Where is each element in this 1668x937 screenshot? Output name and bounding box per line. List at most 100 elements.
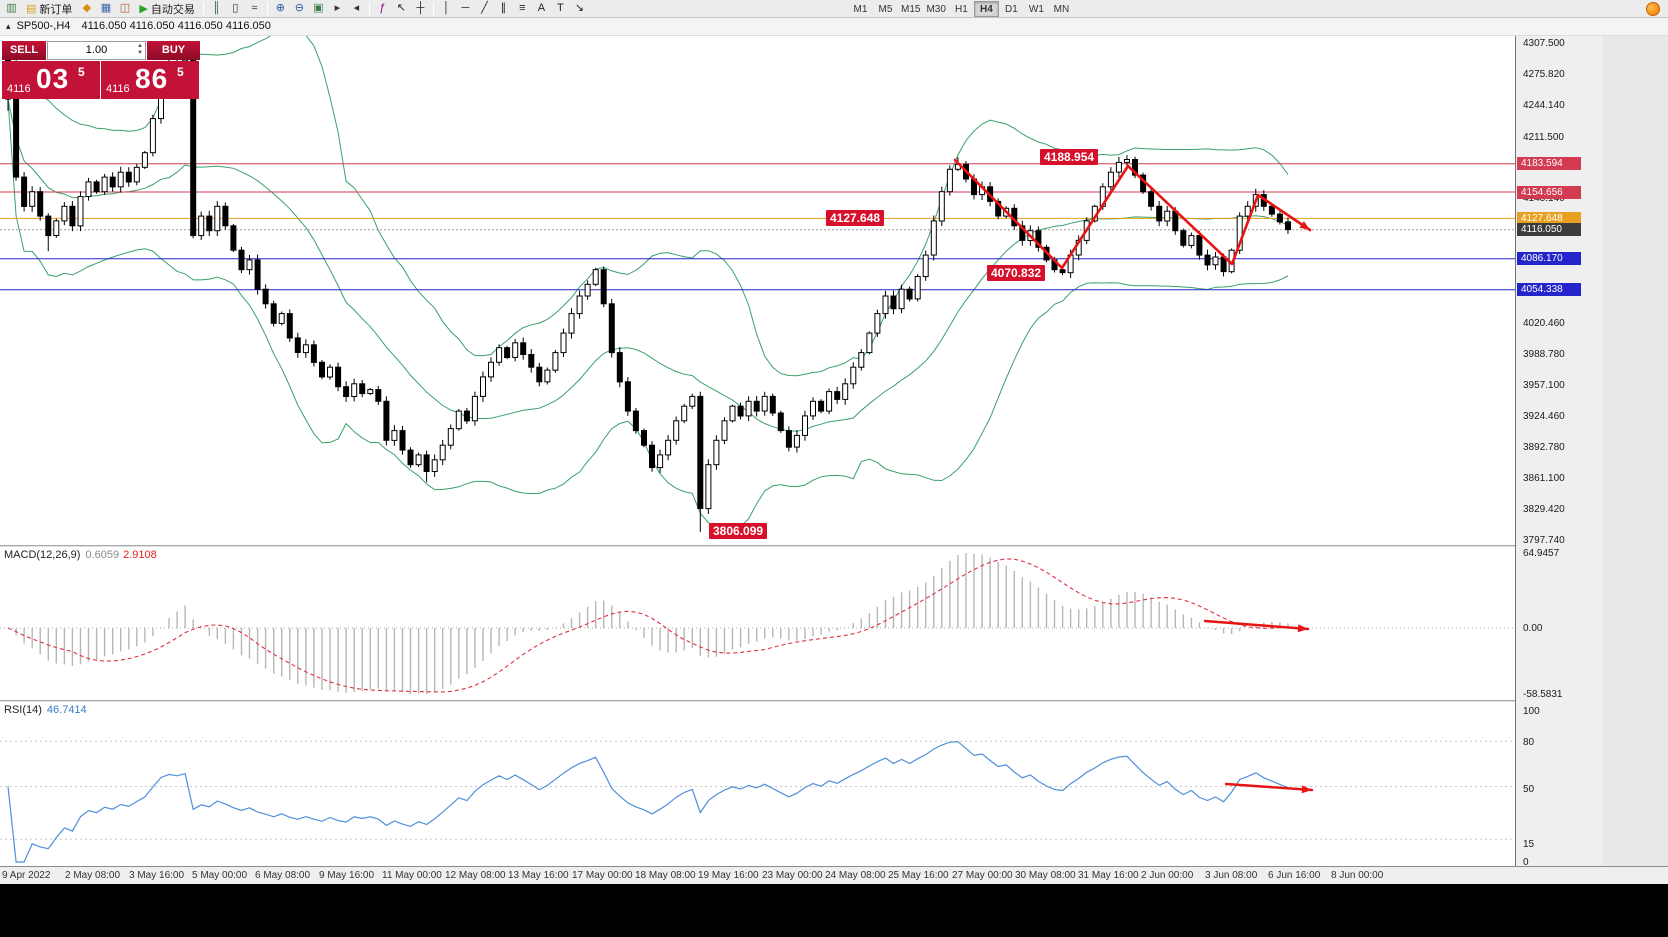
candle-body [141,152,148,168]
panel-divider[interactable] [0,700,1602,702]
toolbar-separator [202,2,204,15]
volume-value[interactable]: 1.00 [85,44,108,56]
candle-body [898,288,905,310]
trendline-icon[interactable]: ╱ [481,2,488,14]
vertical-line-icon[interactable]: │ [442,2,450,14]
timeframe-button-m15[interactable]: M15 [901,4,921,15]
timeframe-button-m1[interactable]: M1 [853,4,868,15]
auto-scroll-icon[interactable]: ▸ [334,2,341,14]
candle-body [133,166,140,183]
timeframe-button-m5[interactable]: M5 [878,4,893,15]
arrow-tool-icon[interactable]: ↘ [574,2,584,14]
candle-body [375,389,382,402]
time-axis-label: 5 May 00:00 [192,870,248,881]
macd-signal-line [7,558,1289,693]
auto-trading-button[interactable]: ▶ 自动交易 [134,1,199,17]
volume-stepper[interactable]: ▲ ▼ [137,43,143,56]
market-watch-icon[interactable]: ▦ [100,2,112,14]
horizontal-line-icon[interactable]: ─ [461,2,470,14]
macd-scale-label: 64.9457 [1523,548,1560,559]
text-label-icon[interactable]: T [557,2,564,14]
bid-price-box[interactable]: 4116 03 5 [2,61,100,99]
candle-body [101,176,108,193]
panel-divider[interactable] [0,545,1602,547]
buy-button[interactable]: BUY [147,41,200,60]
time-axis-label: 6 May 08:00 [255,870,311,881]
main-chart-panel[interactable]: 4188.954 4127.648 4070.832 3806.099 SELL 1.… [0,36,1515,545]
candles-mode-icon[interactable]: ▯ [232,2,239,14]
sell-button[interactable]: SELL [2,41,46,60]
candle-body [608,303,615,354]
chart-profiles-icon[interactable]: ◆ [82,2,92,14]
tile-windows-icon[interactable]: ▣ [313,2,324,14]
candle-body [206,215,213,232]
rsi-scale-label: 0 [1523,857,1529,868]
new-order-button[interactable]: ▤ 新订单 [21,1,77,17]
macd-chart-svg[interactable] [0,547,1515,700]
price-scale[interactable]: 4307.5004275.8204244.1404211.5004148.140… [1515,18,1602,868]
rsi-line [7,740,1289,863]
one-click-trading-panel: SELL 1.00 ▲ ▼ BUY 4116 03 5 4116 86 5 [2,41,200,99]
timeframe-button-h4[interactable]: H4 [973,1,999,17]
bars-mode-icon[interactable]: ║ [212,2,221,14]
candle-body [649,444,655,469]
time-axis-label: 8 Jun 00:00 [1331,870,1384,881]
notification-icon[interactable] [1646,2,1660,16]
candle-body [463,410,470,422]
time-axis[interactable]: 9 Apr 2022 2 May 08:00 3 May 16:00 5 May 00… [0,866,1668,884]
chart-shift-icon[interactable]: ◂ [353,2,360,14]
timeframe-button-w1[interactable]: W1 [1028,4,1044,15]
price-scale-label: 4307.500 [1523,38,1565,49]
channel-icon[interactable]: ∥ [500,2,507,14]
rsi-chart-svg[interactable] [0,702,1515,866]
toolbar-items: ▥ ▤ 新订单 ◆ ▦ ◫ ▶ 自动交易 ║ ▯ ≈ ⊕ ⊖ ▣ ▸ ◂ ƒ ↖ ┼ │ ─ ╱ ∥ ≡ A T ↘ [2,0,589,18]
time-axis-label: 9 Apr 2022 [2,870,51,881]
line-mode-icon[interactable]: ≈ [251,2,258,14]
candle-body [246,259,253,271]
toolbar-separator [266,2,268,15]
auto-trading-button-label: 自动交易 [150,3,195,16]
candle-body [882,295,889,315]
candle-body [576,295,583,315]
candle-body [367,389,374,395]
terminal-icon[interactable]: ◫ [119,2,131,14]
price-tag: 4054.338 [1517,283,1581,296]
timeframe-button-d1[interactable]: D1 [1005,4,1018,15]
candle-body [697,395,704,509]
candle-body [13,98,20,178]
zoom-in-icon[interactable]: ⊕ [275,2,285,14]
time-axis-label: 27 May 00:00 [952,870,1013,881]
time-axis-label: 12 May 08:00 [445,870,506,881]
time-axis-label: 13 May 16:00 [508,870,569,881]
candle-body [85,181,92,197]
fibonacci-icon[interactable]: ≡ [519,2,526,14]
new-chart-icon[interactable]: ▥ [6,2,17,14]
candle-body [826,391,833,412]
time-axis-label: 3 Jun 08:00 [1205,870,1258,881]
candle-body [471,395,478,422]
candle-body [753,400,760,412]
cursor-icon[interactable]: ↖ [396,2,406,14]
ask-price-box[interactable]: 4116 86 5 [101,61,199,99]
main-chart-svg[interactable] [0,36,1515,545]
candle-body [761,395,768,412]
candle-body [737,405,744,417]
timeframe-button-h1[interactable]: H1 [955,4,968,15]
timeframe-button-m30[interactable]: M30 [926,4,946,15]
timeframe-toolbar: M1 M5 M15 M30 H1 H4 D1 W1 MN [848,1,1074,17]
timeframe-button-mn[interactable]: MN [1053,4,1070,15]
rsi-panel[interactable]: RSI(14) 46.7414 [0,702,1515,866]
candle-body [946,168,953,193]
zoom-out-icon[interactable]: ⊖ [294,2,304,14]
crosshair-icon[interactable]: ┼ [416,2,425,14]
text-icon[interactable]: A [537,2,546,14]
candle-body [214,205,221,232]
ask-big-digits: 86 [135,63,169,94]
macd-panel[interactable]: MACD(12,26,9) 0.6059 2.9108 [0,547,1515,700]
candle-body [504,347,511,359]
candle-body [512,342,519,358]
main-toolbar: ▥ ▤ 新订单 ◆ ▦ ◫ ▶ 自动交易 ║ ▯ ≈ ⊕ ⊖ ▣ ▸ ◂ ƒ ↖ ┼ │ ─ ╱ ∥ ≡ A T ↘ M1 M5 M15… [0,0,1668,18]
indicators-icon[interactable]: ƒ [379,2,386,14]
candle-body [938,191,945,222]
volume-field[interactable]: 1.00 ▲ ▼ [47,41,146,60]
